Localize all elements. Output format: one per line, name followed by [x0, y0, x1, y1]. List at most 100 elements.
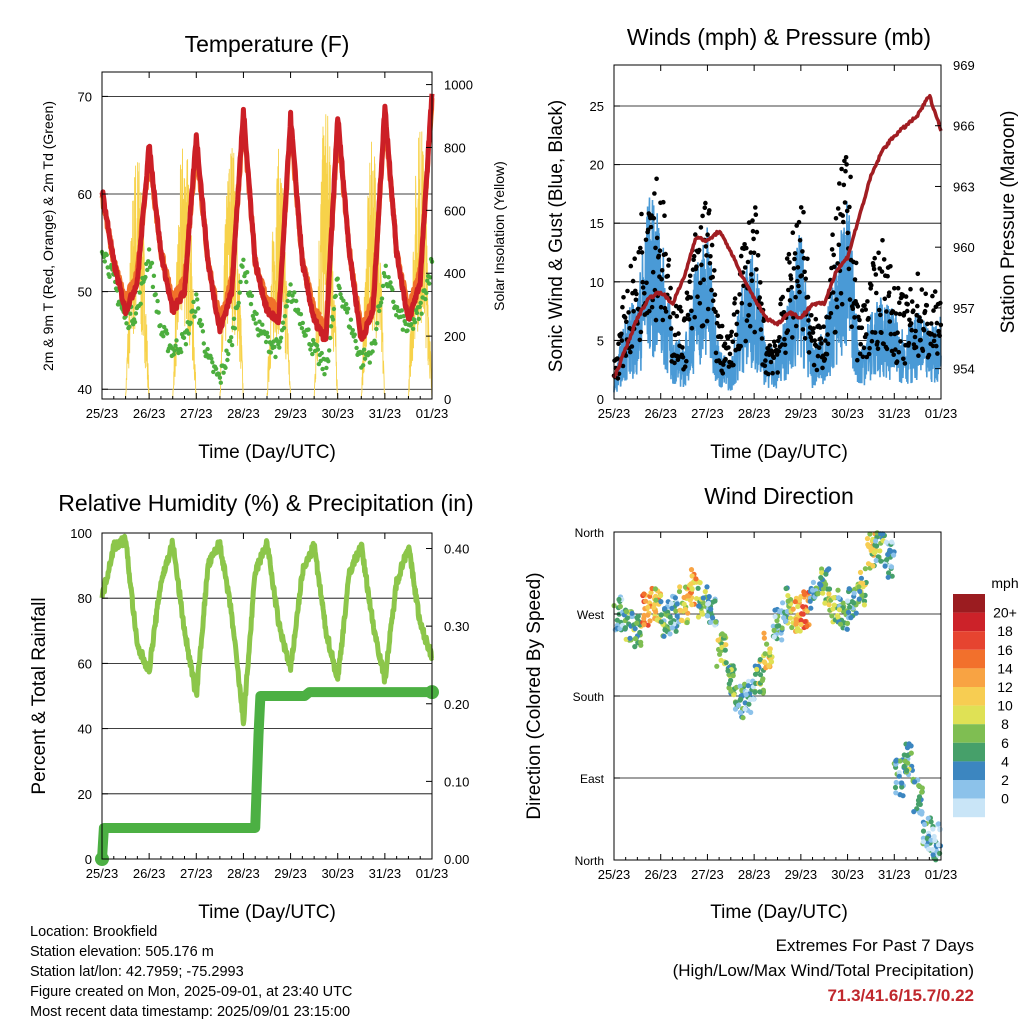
direction-point [662, 606, 668, 612]
gust-point [677, 304, 683, 310]
direction-point [622, 626, 628, 632]
direction-point [672, 595, 679, 601]
direction-point [771, 634, 777, 640]
direction-point [873, 557, 879, 564]
dewpoint-point [350, 328, 355, 333]
gust-point [796, 219, 802, 225]
gust-point [895, 330, 900, 336]
gust-point [699, 262, 704, 268]
direction-point [911, 809, 917, 815]
x-tick-label: 25/23 [598, 867, 631, 882]
gust-point [680, 355, 686, 360]
gust-point [797, 289, 802, 295]
gust-point [651, 215, 657, 221]
y-tick-label: 5 [597, 333, 604, 348]
gust-point [754, 229, 760, 235]
gust-point [809, 313, 814, 318]
dewpoint-point [303, 333, 308, 338]
legend-color-box [953, 724, 985, 743]
gust-point [672, 360, 677, 366]
direction-point [904, 767, 910, 774]
direction-point [792, 599, 798, 605]
winds-xlabel: Time (Day/UTC) [710, 442, 848, 463]
direction-point [695, 614, 702, 620]
gust-point [830, 232, 835, 237]
direction-point [785, 593, 791, 599]
gust-point [765, 371, 771, 377]
direction-point [935, 821, 942, 827]
dewpoint-point [333, 293, 338, 299]
gust-point [858, 341, 863, 347]
y2-tick-label: 0.20 [444, 697, 469, 712]
direction-point [883, 539, 890, 545]
gust-point [749, 272, 754, 277]
dewpoint-point [320, 366, 325, 372]
y2-tick-label: 0.40 [444, 542, 469, 557]
gust-point [815, 353, 821, 359]
gust-point [878, 312, 883, 318]
gust-point [800, 327, 806, 332]
direction-point [893, 779, 899, 786]
gust-point [679, 309, 684, 314]
gust-point [891, 352, 896, 358]
y-tick-label: 0 [597, 392, 604, 407]
dewpoint-point [308, 347, 313, 352]
gust-point [656, 253, 662, 259]
direction-point [826, 602, 832, 608]
gust-point [906, 340, 912, 346]
direction-point [823, 581, 829, 588]
gust-point [824, 351, 830, 357]
dewpoint-point [260, 322, 265, 327]
direction-point [901, 763, 907, 769]
direction-point [661, 633, 667, 639]
gust-point [676, 331, 681, 336]
gust-point [689, 325, 695, 331]
gust-point [644, 280, 649, 286]
dewpoint-point [361, 347, 367, 352]
dewpoint-point [265, 334, 271, 339]
gust-point [755, 253, 761, 258]
direction-point [715, 637, 721, 643]
direction-point [708, 619, 714, 625]
gust-point [696, 247, 702, 253]
direction-point [637, 629, 643, 636]
direction-point [694, 596, 700, 602]
gust-point [772, 343, 778, 349]
legend-color-box [953, 761, 985, 780]
direction-point [848, 615, 854, 621]
gust-point [822, 356, 828, 362]
direction-point [793, 617, 799, 623]
legend-color-box [953, 705, 985, 725]
gust-point [818, 336, 824, 341]
dewpoint-point [192, 314, 197, 319]
direction-point [658, 593, 664, 599]
temperature-ylabel-left: 2m & 9m T (Red, Orange) & 2m Td (Green) [40, 101, 56, 371]
direction-point [632, 626, 638, 632]
y2-tick-label: 0.00 [444, 852, 469, 867]
gust-point [879, 330, 884, 336]
extremes-block: Extremes For Past 7 Days (High/Low/Max W… [673, 933, 974, 1008]
dewpoint-point [316, 361, 322, 367]
gust-point [705, 232, 710, 237]
gust-point [781, 310, 787, 315]
gust-point [659, 268, 665, 273]
gust-point [912, 334, 918, 340]
direction-point [789, 624, 795, 631]
direction-point [864, 536, 871, 542]
direction-point [834, 613, 841, 619]
gust-point [782, 342, 788, 348]
gust-point [812, 338, 817, 343]
direction-point [706, 594, 712, 600]
y2-tick-label: 0.30 [444, 619, 469, 634]
dewpoint-point [173, 343, 178, 348]
gust-point [685, 312, 691, 318]
gust-point [700, 213, 705, 219]
direction-point [667, 631, 673, 637]
gust-point [659, 277, 664, 282]
dewpoint-point [224, 348, 229, 353]
dewpoint-point [285, 298, 290, 304]
gust-point [652, 191, 657, 196]
direction-point [627, 635, 633, 641]
gust-point [650, 269, 656, 275]
direction-point [874, 534, 880, 540]
